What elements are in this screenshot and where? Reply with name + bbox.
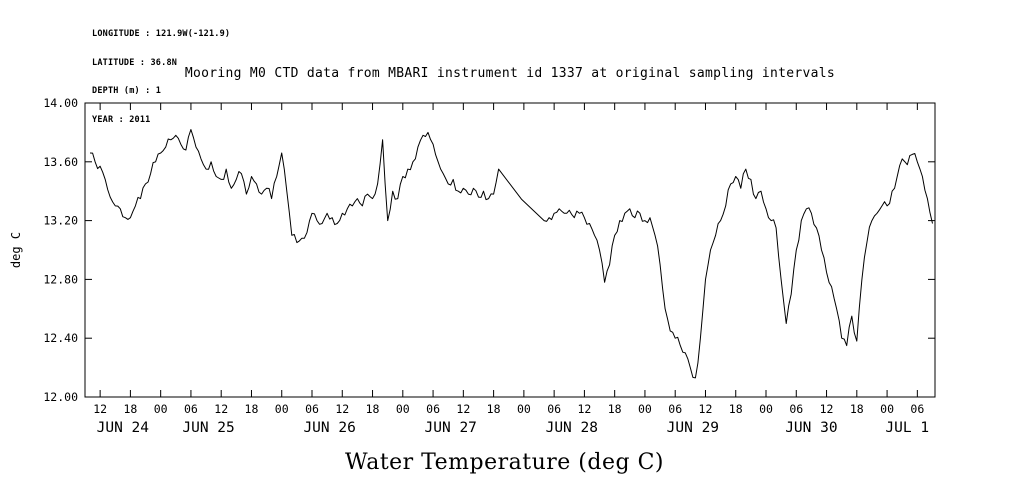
x-date-label: JUN 27 (425, 420, 477, 436)
x-tick-label: 00 (759, 402, 773, 416)
x-tick-label: 00 (154, 402, 168, 416)
x-tick-label: 12 (335, 402, 349, 416)
x-tick-label: 00 (275, 402, 289, 416)
x-tick-label: 12 (577, 402, 591, 416)
header-line-longitude: LONGITUDE : 121.9W(-121.9) (92, 29, 231, 39)
x-tick-label: 18 (366, 402, 380, 416)
y-tick-label: 12.80 (43, 272, 78, 286)
x-date-label: JUN 30 (785, 420, 837, 436)
x-tick-label: 00 (517, 402, 531, 416)
x-tick-label: 06 (668, 402, 682, 416)
x-tick-label: 18 (729, 402, 743, 416)
x-tick-label: 12 (93, 402, 107, 416)
y-tick-label: 12.40 (43, 331, 78, 345)
x-tick-label: 18 (850, 402, 864, 416)
x-tick-label: 18 (245, 402, 259, 416)
header-line-year: YEAR : 2011 (92, 114, 151, 125)
y-tick-label: 13.60 (43, 155, 78, 169)
x-axis-caption: Water Temperature (deg C) (345, 450, 664, 475)
x-tick-label: 00 (880, 402, 894, 416)
x-tick-label: 00 (396, 402, 410, 416)
x-tick-label: 06 (426, 402, 440, 416)
axis-box (84, 102, 936, 398)
header-line-depth: DEPTH (m) : 1 (92, 86, 162, 96)
x-tick-label: 06 (910, 402, 924, 416)
y-tick-label: 12.00 (43, 390, 78, 404)
x-tick-label: 18 (487, 402, 501, 416)
chart-title: Mooring M0 CTD data from MBARI instrumen… (184, 66, 836, 81)
x-tick-label: 18 (123, 402, 137, 416)
x-date-label: JUN 26 (303, 420, 355, 436)
x-date-label: JUN 24 (97, 420, 150, 436)
x-tick-label: 12 (820, 402, 834, 416)
x-tick-label: 18 (608, 402, 622, 416)
header-line-latitude: LATITUDE : 36.8N (92, 57, 178, 68)
x-date-label: JUL 1 (885, 420, 929, 436)
x-tick-label: 00 (638, 402, 652, 416)
x-date-label: JUN 25 (182, 420, 234, 436)
y-tick-label: 13.20 (43, 214, 78, 228)
x-tick-label: 06 (305, 402, 319, 416)
x-tick-label: 12 (456, 402, 470, 416)
x-date-label: JUN 28 (546, 420, 598, 436)
x-date-label: JUN 29 (667, 420, 719, 436)
temperature-line (89, 129, 933, 379)
x-tick-label: 12 (699, 402, 713, 416)
x-tick-label: 06 (547, 402, 561, 416)
x-tick-label: 06 (789, 402, 803, 416)
x-tick-label: 06 (184, 402, 198, 416)
y-tick-label: 14.00 (43, 96, 78, 110)
header-info: LONGITUDE : 121.9W(-121.9) LATITUDE : 36… (92, 11, 230, 144)
x-tick-label: 12 (214, 402, 228, 416)
